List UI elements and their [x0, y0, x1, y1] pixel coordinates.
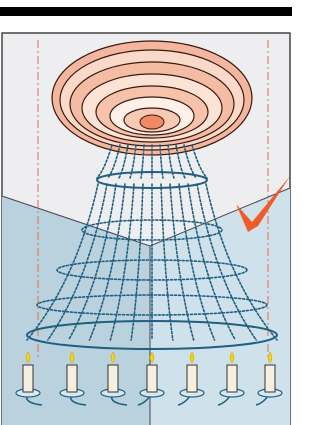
candle — [265, 365, 275, 392]
candle — [67, 365, 77, 392]
candle — [23, 365, 33, 392]
candle — [108, 365, 118, 392]
candle — [187, 365, 197, 392]
candle — [147, 365, 157, 392]
candle — [227, 365, 237, 392]
page: (() => { const svg = document.getElement… — [0, 0, 292, 425]
ceiling-rosette — [52, 41, 252, 155]
chandelier-illustration — [0, 0, 292, 425]
rosette-boss — [140, 115, 164, 129]
top-rule — [0, 7, 292, 16]
